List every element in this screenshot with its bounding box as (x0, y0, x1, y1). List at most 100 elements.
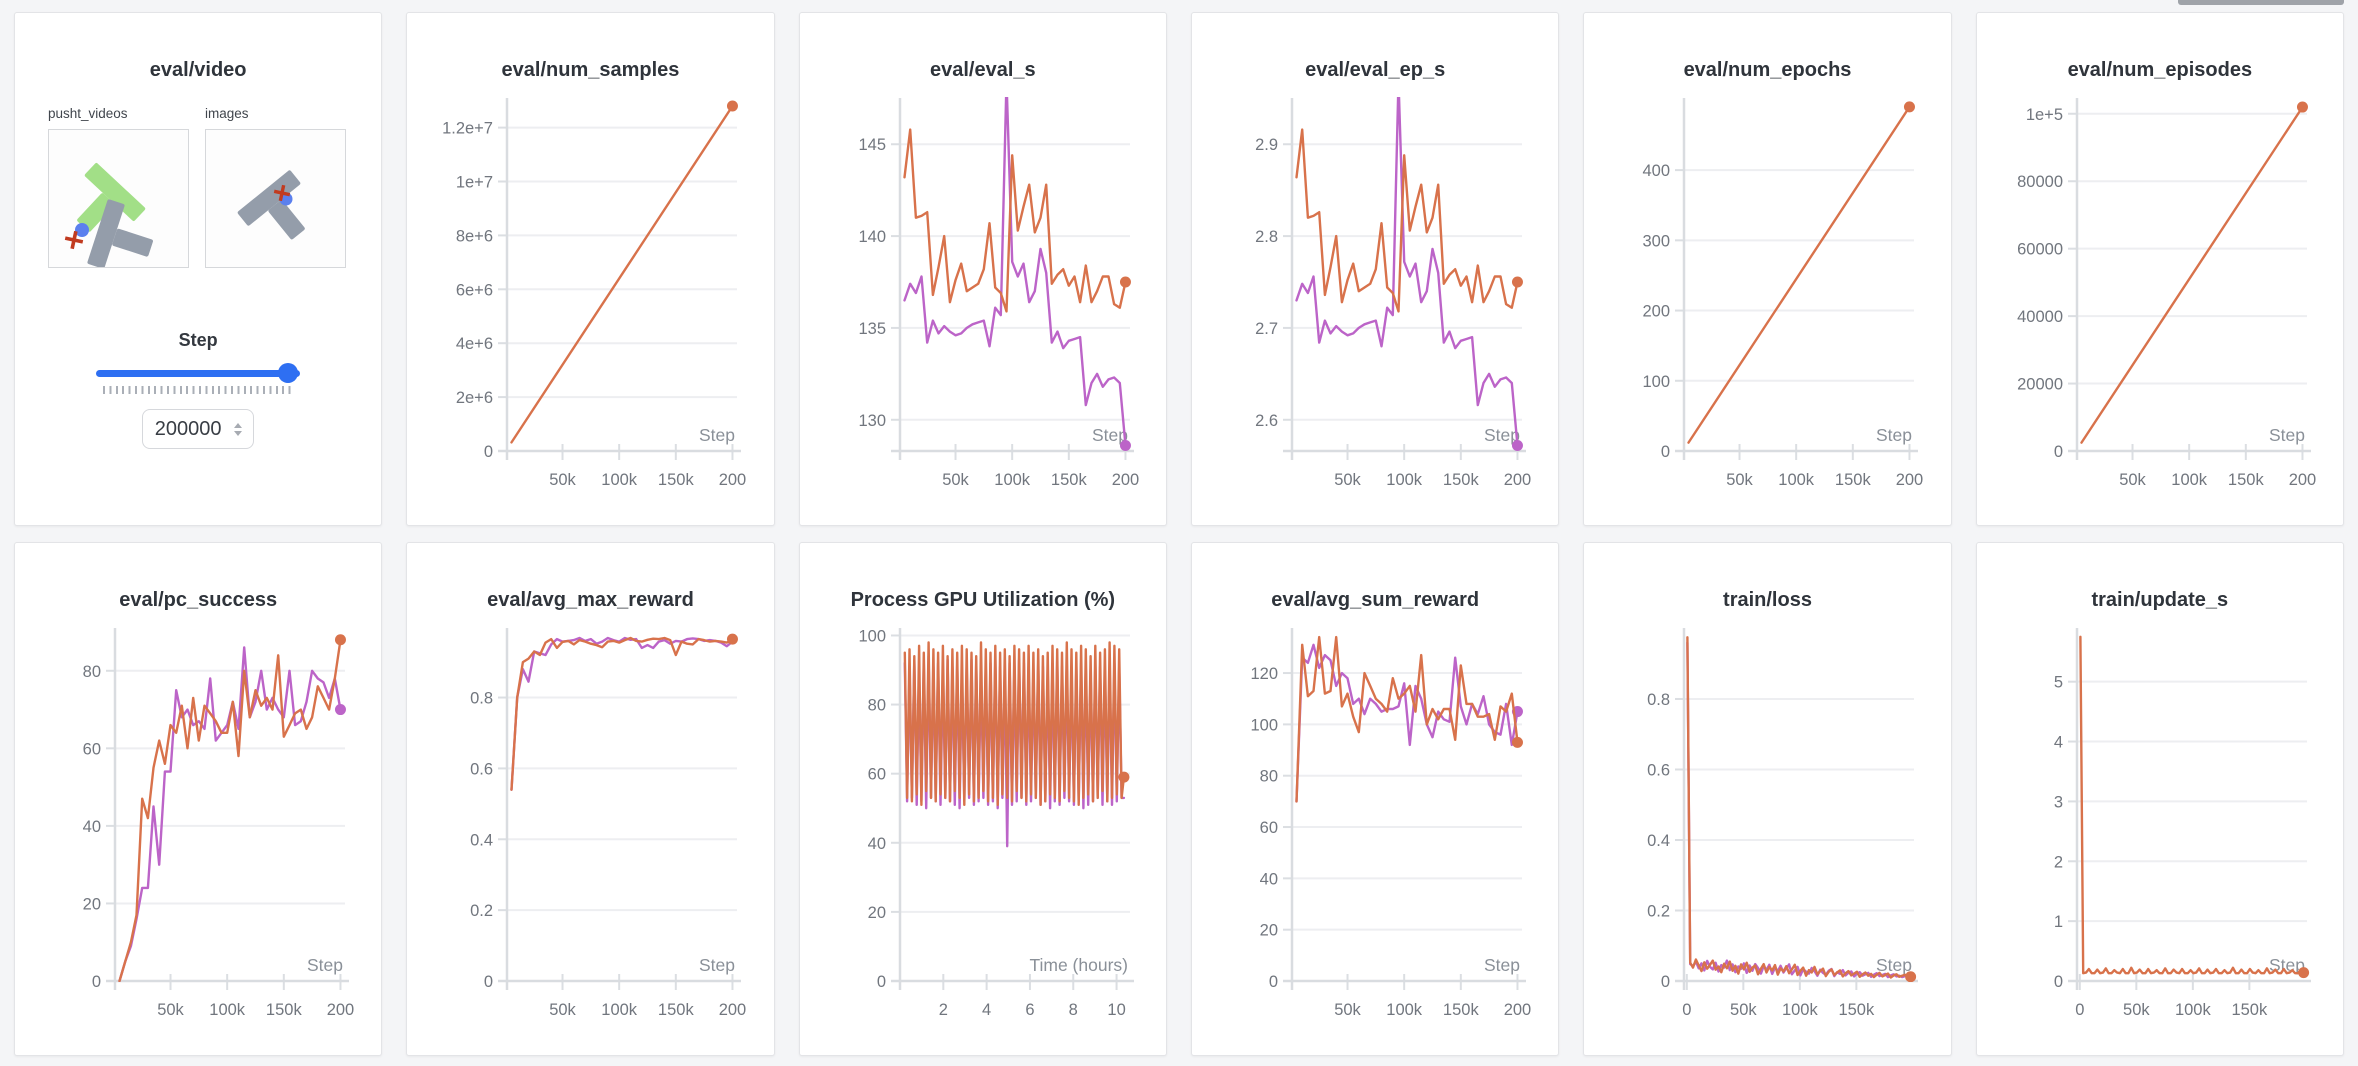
svg-text:100k: 100k (1386, 471, 1423, 489)
eval-num-epochs-plot[interactable]: 0 100 200 300 400 50k 100k 150k 200 Step (1584, 84, 1951, 524)
eval-eval-s-plot[interactable]: 130 135 140 145 50k 100k 150k 200 Step (800, 84, 1167, 524)
eval-pc-success-plot[interactable]: 0 20 40 60 80 50k 100k 150k 200 Step (15, 614, 382, 1054)
svg-text:0: 0 (1683, 1001, 1692, 1019)
svg-text:80: 80 (83, 663, 101, 681)
train-update-s-plot[interactable]: 0 1 2 3 4 5 0 50k 100k 150k Step (1977, 614, 2344, 1054)
eval-num-samples-plot[interactable]: 0 2e+6 4e+6 6e+6 8e+6 1e+7 1.2e+7 50k 100k 150k 20… (407, 84, 774, 524)
pusht-video-thumbnail[interactable] (48, 129, 189, 269)
svg-text:200: 200 (719, 1001, 747, 1019)
chart-panel-train-update-s: train/update_s 0 1 2 3 4 5 0 50k 100k 150k Step (1975, 542, 2344, 1056)
pusht-target-t-shape (77, 163, 146, 232)
svg-text:100: 100 (1643, 373, 1671, 391)
step-input[interactable]: 200000 (142, 409, 255, 449)
svg-text:145: 145 (858, 136, 886, 154)
svg-text:60: 60 (1260, 819, 1278, 837)
chart-panel-eval-num-episodes: eval/num_episodes 0 20000 40000 60000 80000 1… (1975, 12, 2344, 526)
svg-text:100k: 100k (209, 1001, 246, 1019)
svg-text:150k: 150k (1051, 471, 1088, 489)
eval-avg-sum-reward-plot[interactable]: 0 20 40 60 80 100 120 50k 100k 150k 200 Step (1192, 614, 1559, 1054)
chart-panel-eval-avg-sum-reward: eval/avg_sum_reward 0 20 40 60 80 100 120 50k 10… (1191, 542, 1560, 1056)
svg-text:50k: 50k (942, 471, 969, 489)
chart-panel-train-loss: train/loss 0 0.2 0.4 0.6 0.8 0 50k 100k 150k Step (1583, 542, 1952, 1056)
pusht-goal-cross (64, 230, 84, 250)
svg-text:40: 40 (1260, 870, 1278, 888)
chart-title: train/update_s (2091, 589, 2229, 611)
chart-title: eval/avg_sum_reward (1271, 589, 1480, 611)
svg-text:0.6: 0.6 (470, 760, 493, 778)
step-decrement-icon[interactable] (233, 430, 242, 436)
pusht-image-render (237, 170, 305, 240)
svg-text:60000: 60000 (2017, 241, 2063, 259)
svg-text:0: 0 (484, 443, 493, 461)
svg-text:4e+6: 4e+6 (456, 335, 493, 353)
svg-text:150k: 150k (1835, 471, 1872, 489)
svg-text:6: 6 (1025, 1001, 1034, 1019)
svg-text:0: 0 (92, 973, 101, 991)
eval-num-episodes-plot[interactable]: 0 20000 40000 60000 80000 1e+5 50k 100k 150k 200 S… (1977, 84, 2344, 524)
svg-text:2.8: 2.8 (1255, 228, 1278, 246)
svg-text:150k: 150k (658, 471, 695, 489)
eval-eval-ep-s-plot[interactable]: 2.6 2.7 2.8 2.9 50k 100k 150k 200 Step (1192, 84, 1559, 524)
svg-text:50k: 50k (550, 1001, 577, 1019)
svg-text:150k: 150k (2231, 1001, 2268, 1019)
svg-text:80: 80 (867, 697, 885, 715)
svg-text:50k: 50k (2119, 471, 2146, 489)
step-slider-handle[interactable] (278, 363, 299, 383)
chart-title: eval/pc_success (119, 589, 278, 611)
svg-text:20: 20 (1260, 922, 1278, 940)
svg-text:200: 200 (1111, 471, 1139, 489)
svg-text:0: 0 (2053, 973, 2062, 991)
svg-text:300: 300 (1643, 232, 1671, 250)
chart-panel-eval-eval-s: eval/eval_s 130 135 140 145 50k 100k 150k 200 St… (798, 12, 1167, 526)
chart-title: Process GPU Utilization (%) (850, 589, 1116, 611)
media-thumbnails-row: pusht_videos (15, 106, 381, 269)
images-thumbnail[interactable] (205, 129, 346, 268)
horizontal-scrollbar-thumb[interactable] (2178, 0, 2344, 5)
svg-text:0.8: 0.8 (470, 690, 493, 708)
svg-text:2.7: 2.7 (1255, 320, 1278, 338)
svg-text:100k: 100k (2171, 471, 2208, 489)
svg-text:Step: Step (1484, 955, 1520, 975)
svg-text:200: 200 (1504, 1001, 1532, 1019)
chart-panel-eval-num-samples: eval/num_samples 0 2e+6 4e+6 6e+6 8e+6 1e+7 1.… (406, 12, 775, 526)
svg-text:2.9: 2.9 (1255, 136, 1278, 154)
svg-text:0: 0 (1661, 443, 1670, 461)
images-label: images (205, 106, 249, 121)
svg-text:0: 0 (876, 973, 885, 991)
pusht-agent-dot (75, 223, 89, 237)
svg-text:2e+6: 2e+6 (456, 389, 493, 407)
svg-text:100k: 100k (602, 1001, 639, 1019)
svg-text:50k: 50k (1334, 471, 1361, 489)
svg-text:400: 400 (1643, 162, 1671, 180)
svg-text:200: 200 (719, 471, 747, 489)
step-slider-track[interactable] (96, 370, 301, 377)
chart-title: eval/num_epochs (1683, 59, 1852, 81)
svg-text:0: 0 (484, 973, 493, 991)
svg-text:20: 20 (867, 904, 885, 922)
svg-text:150k: 150k (1443, 471, 1480, 489)
chart-panel-eval-eval-ep-s: eval/eval_ep_s 2.6 2.7 2.8 2.9 50k 100k 150k 20… (1191, 12, 1560, 526)
svg-text:50k: 50k (550, 471, 577, 489)
svg-text:100: 100 (858, 627, 886, 645)
svg-text:0.4: 0.4 (1647, 832, 1670, 850)
svg-text:Step: Step (1484, 425, 1520, 445)
train-loss-plot[interactable]: 0 0.2 0.4 0.6 0.8 0 50k 100k 150k Step (1584, 614, 1951, 1054)
step-stepper[interactable] (233, 422, 242, 436)
chart-panel-process-gpu-utilization: Process GPU Utilization (%) 0 20 40 60 80 100… (798, 542, 1167, 1056)
svg-text:40: 40 (867, 835, 885, 853)
panel-title: eval/video (149, 59, 247, 81)
pusht-videos-label: pusht_videos (48, 106, 128, 121)
svg-text:1.2e+7: 1.2e+7 (442, 120, 493, 138)
chart-title: eval/avg_max_reward (487, 589, 694, 611)
svg-text:3: 3 (2053, 793, 2062, 811)
svg-text:60: 60 (867, 766, 885, 784)
svg-text:140: 140 (858, 228, 886, 246)
step-slider[interactable] (96, 363, 301, 383)
step-increment-icon[interactable] (233, 422, 242, 428)
process-gpu-utilization-plot[interactable]: 0 20 40 60 80 100 2 4 6 8 10 Time (hours) (800, 614, 1167, 1054)
step-input-value[interactable]: 200000 (154, 417, 222, 440)
svg-text:120: 120 (1250, 665, 1278, 683)
svg-text:2.6: 2.6 (1255, 412, 1278, 430)
svg-text:0.6: 0.6 (1647, 761, 1670, 779)
eval-avg-max-reward-plot[interactable]: 0 0.2 0.4 0.6 0.8 50k 100k 150k 200 Step (407, 614, 774, 1054)
